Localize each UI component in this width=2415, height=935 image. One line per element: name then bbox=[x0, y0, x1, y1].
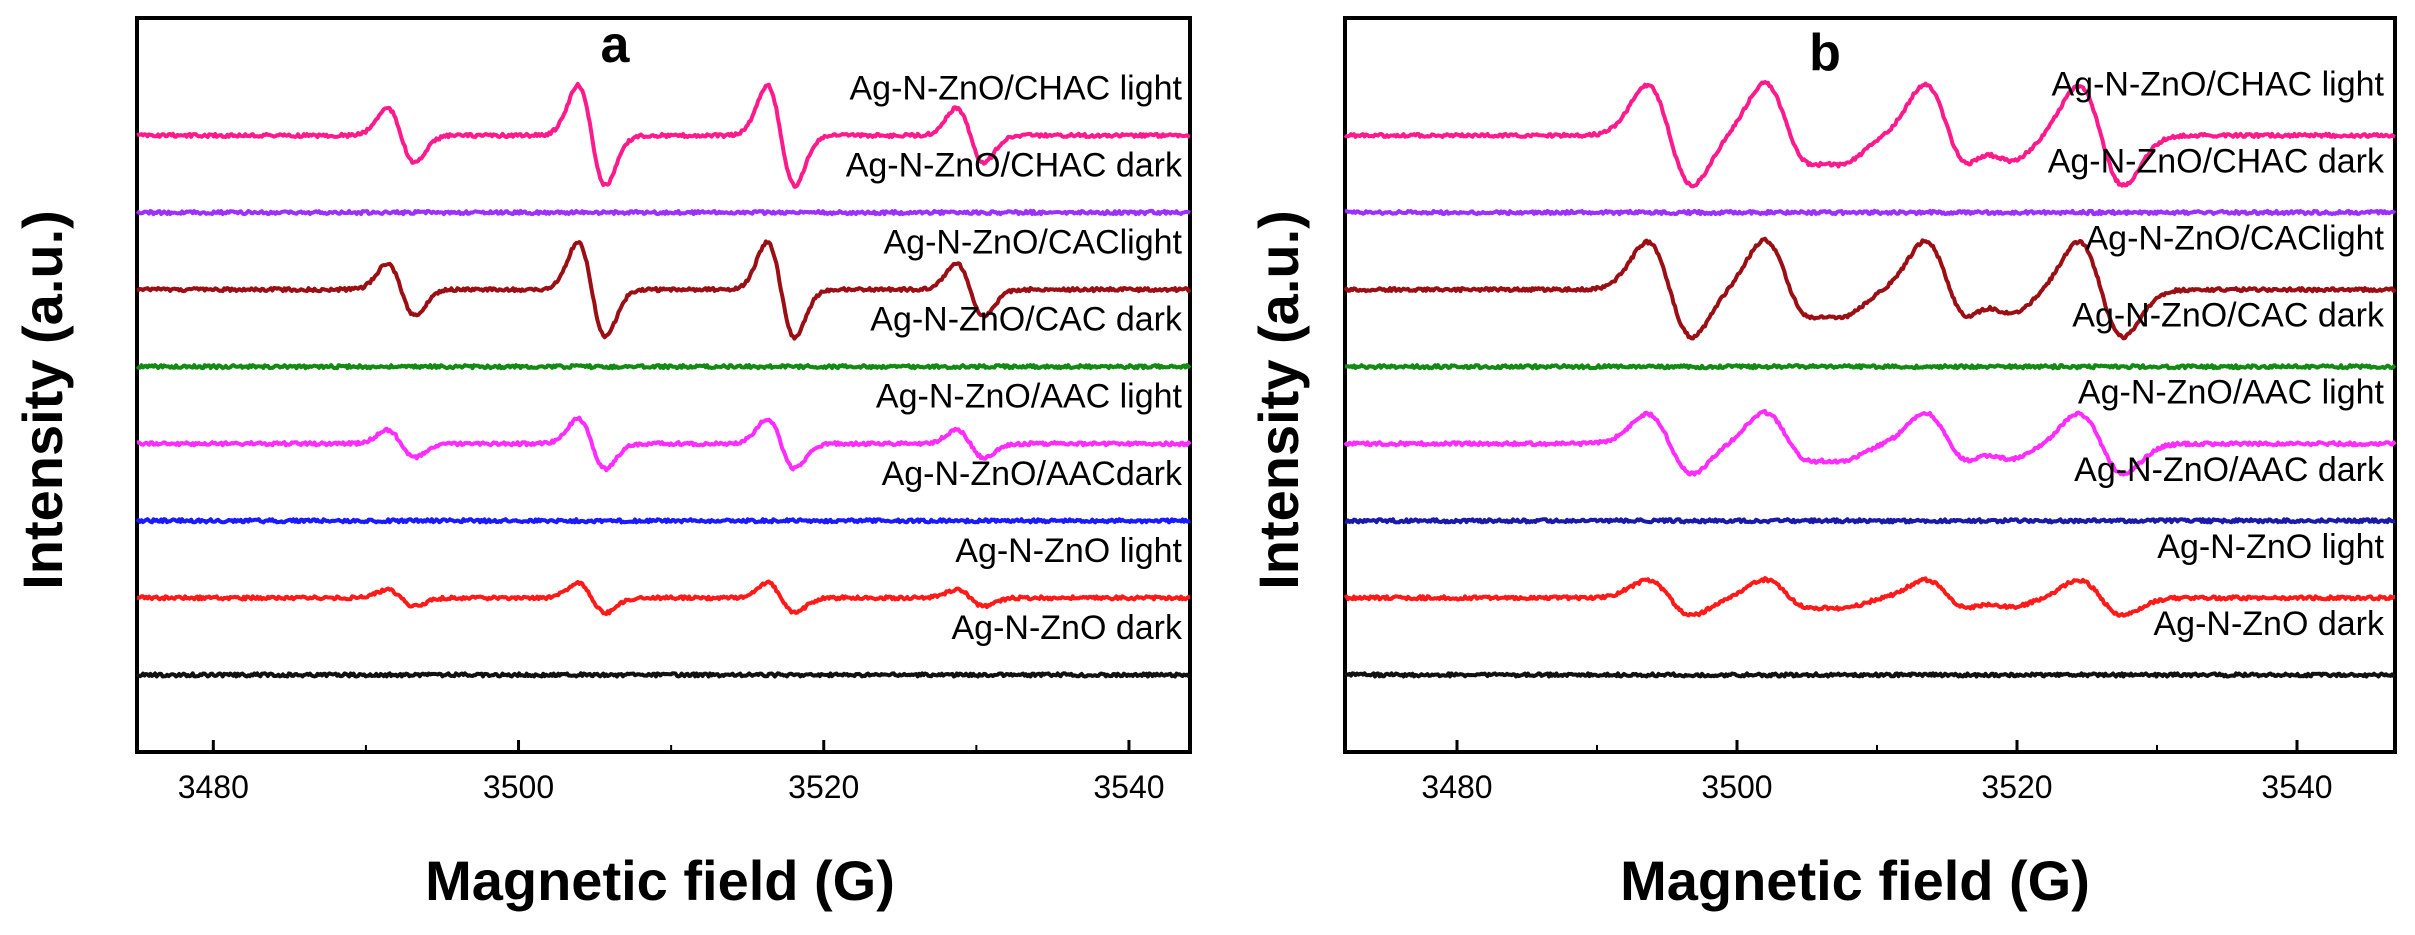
series-line bbox=[136, 579, 1191, 617]
x-tick-label: 3540 bbox=[1093, 769, 1164, 805]
series-label: Ag-N-ZnO/AAC light bbox=[2078, 374, 2385, 412]
series-line bbox=[1344, 671, 2396, 679]
series-line bbox=[135, 671, 1191, 679]
series-label: Ag-N-ZnO/CHAC light bbox=[2051, 65, 2384, 103]
series-label: Ag-N-ZnO/CAClight bbox=[2085, 220, 2384, 258]
series-label: Ag-N-ZnO/AACdark bbox=[882, 455, 1183, 493]
series-line bbox=[136, 239, 1192, 341]
plot-frame bbox=[1343, 16, 2397, 754]
series-line bbox=[136, 81, 1191, 189]
panel-letter: b bbox=[1809, 24, 1841, 82]
series-label: Ag-N-ZnO/AAC dark bbox=[2074, 451, 2385, 489]
series-label: Ag-N-ZnO/CHAC dark bbox=[846, 147, 1183, 185]
series-line bbox=[1344, 517, 2396, 525]
series-label: Ag-N-ZnO/AAC light bbox=[876, 378, 1183, 416]
x-tick-label: 3480 bbox=[178, 769, 249, 805]
x-tick-label: 3540 bbox=[2261, 769, 2332, 805]
series-line bbox=[1343, 576, 2396, 618]
x-axis-title-right: Magnetic field (G) bbox=[1620, 849, 2090, 912]
series-line bbox=[135, 363, 1192, 371]
y-axis-title-left: Intensity (a.u.) bbox=[11, 210, 74, 590]
series-label: Ag-N-ZnO/CAC dark bbox=[2072, 297, 2385, 335]
panel-letter: a bbox=[601, 16, 631, 74]
series-label: Ag-N-ZnO light bbox=[2157, 528, 2384, 566]
x-axis-title-left: Magnetic field (G) bbox=[425, 849, 895, 912]
panel-b-chart: 3480 3500 3520 3540 b Ag-N-ZnO/CHAC light Ag-N… bbox=[1343, 16, 2397, 805]
x-tick-label: 3500 bbox=[483, 769, 554, 805]
series-line bbox=[1344, 363, 2397, 371]
x-tick-label: 3480 bbox=[1421, 769, 1492, 805]
series-label: Ag-N-ZnO/CHAC light bbox=[849, 69, 1182, 107]
series-line bbox=[1343, 409, 2397, 477]
series-label: Ag-N-ZnO light bbox=[955, 532, 1182, 570]
x-tick-label: 3500 bbox=[1701, 769, 1772, 805]
series-line bbox=[1344, 208, 2397, 217]
y-axis-title-right: Intensity (a.u.) bbox=[1247, 210, 1310, 590]
panel-a-chart: 3480 3500 3520 3540 a Ag-N-ZnO/CHAC light Ag-N… bbox=[135, 16, 1192, 805]
series-line bbox=[1343, 236, 2397, 341]
series-line bbox=[135, 517, 1191, 525]
series-label: Ag-N-ZnO/CAC dark bbox=[870, 301, 1183, 339]
series-label: Ag-N-ZnO dark bbox=[2154, 605, 2385, 643]
x-tick-label: 3520 bbox=[1981, 769, 2052, 805]
series-label: Ag-N-ZnO dark bbox=[952, 609, 1183, 647]
series-line bbox=[136, 415, 1192, 473]
series-line bbox=[135, 208, 1191, 217]
x-tick-label: 3520 bbox=[788, 769, 859, 805]
series-label: Ag-N-ZnO/CHAC dark bbox=[2048, 143, 2385, 181]
series-label: Ag-N-ZnO/CAClight bbox=[883, 224, 1182, 262]
plot-frame bbox=[135, 16, 1192, 754]
series-line bbox=[1343, 80, 2396, 189]
